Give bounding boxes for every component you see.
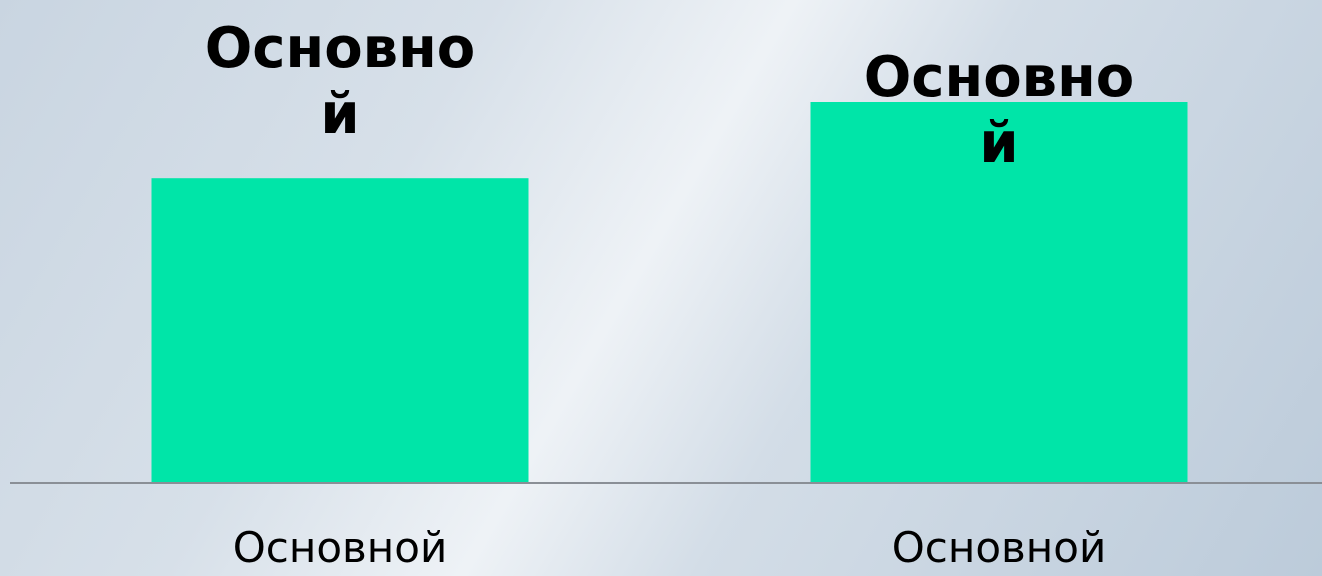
x-tick-label: Основной: [232, 523, 448, 572]
data-label: Основной: [863, 45, 1135, 176]
x-tick-label: Основной: [891, 523, 1107, 572]
data-label: Основной: [204, 16, 476, 148]
bar: [151, 178, 529, 483]
bar: [810, 102, 1188, 483]
